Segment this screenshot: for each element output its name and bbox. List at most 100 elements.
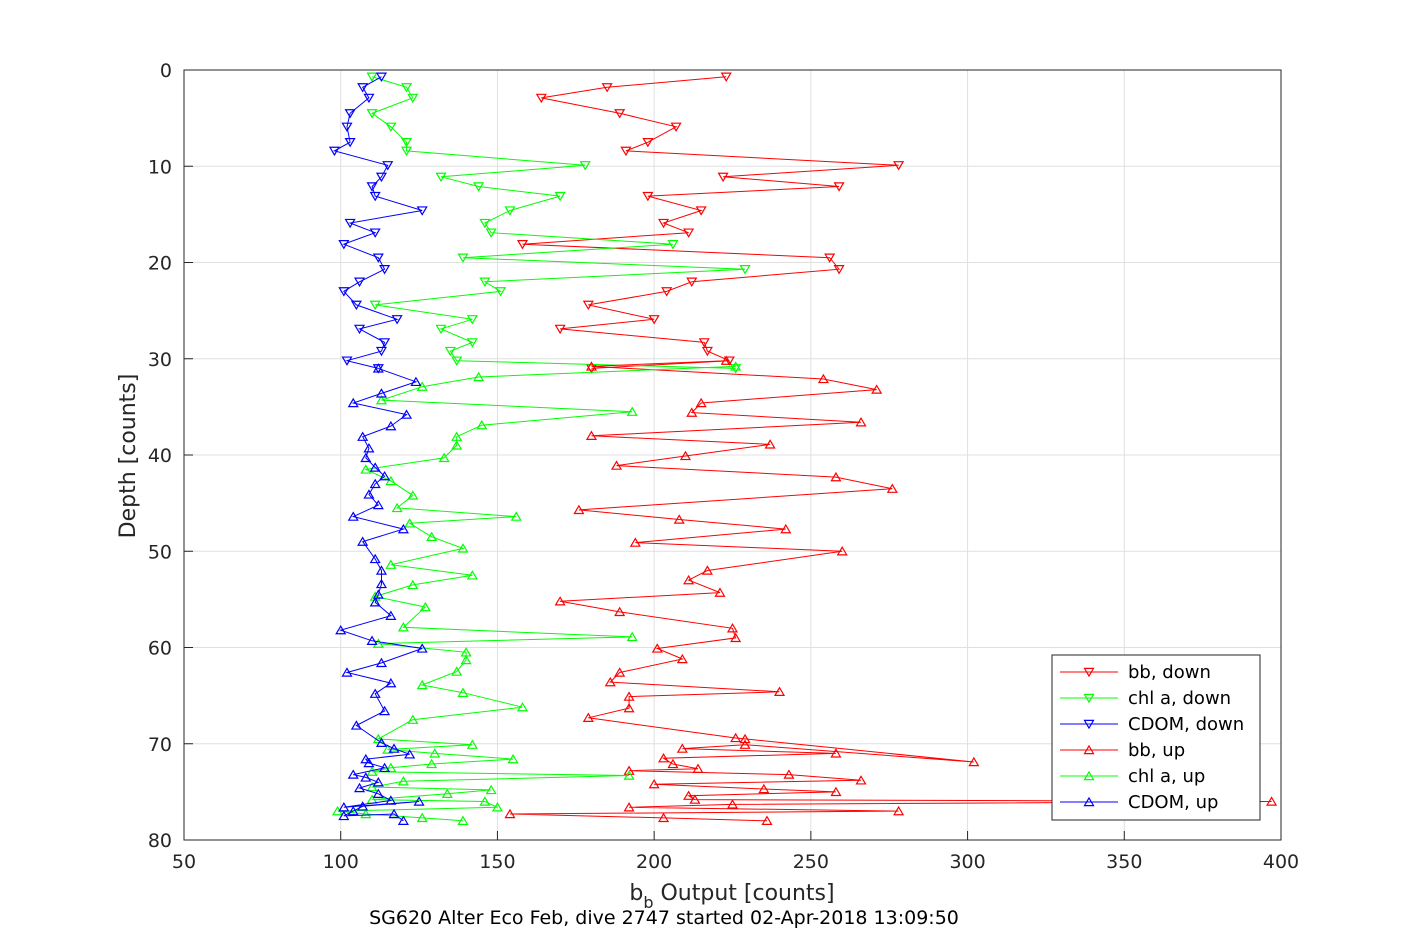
data-point [686, 407, 698, 417]
data-point [601, 83, 613, 93]
data-point [338, 240, 350, 250]
data-point [375, 565, 388, 575]
data-point [479, 796, 491, 806]
data-point [341, 122, 353, 133]
data-point [667, 240, 679, 250]
legend-label: CDOM, up [1128, 792, 1218, 813]
data-point [366, 182, 378, 192]
legend-swatch-marker [1083, 744, 1095, 755]
data-point [375, 737, 388, 747]
data-point [701, 346, 713, 357]
data-point [610, 460, 623, 470]
data-point [623, 765, 635, 775]
data-point [375, 578, 388, 589]
data-point [407, 579, 419, 590]
data-point [379, 470, 391, 481]
y-tick-label: 60 [148, 638, 172, 660]
series-line [522, 76, 899, 369]
legend: bb, down chl a, down CDOM, down bb, up chl a… [1051, 654, 1261, 821]
x-tick-label: 50 [172, 851, 196, 873]
y-tick-label: 20 [148, 253, 172, 275]
data-point [673, 514, 685, 524]
legend-label: bb, down [1128, 662, 1211, 683]
data-point [344, 137, 356, 148]
x-axis-label-rest: Output [counts] [654, 881, 835, 906]
data-point [473, 371, 485, 382]
data-point [679, 450, 692, 461]
data-point [391, 315, 403, 325]
x-axis-label: bb Output [counts] [629, 881, 834, 912]
data-point [667, 758, 679, 769]
data-point [648, 778, 660, 789]
data-point [419, 601, 431, 612]
data-point [683, 790, 695, 800]
data-point [375, 172, 388, 183]
data-point [614, 109, 626, 119]
data-point [391, 502, 403, 513]
data-point [372, 253, 384, 263]
data-point [582, 300, 594, 311]
data-point [726, 799, 739, 809]
legend-label: bb, up [1128, 740, 1185, 761]
data-point [730, 632, 742, 643]
data-point [695, 397, 707, 408]
data-point [476, 419, 488, 430]
data-point [385, 795, 397, 805]
data-point [360, 464, 372, 474]
plot-series [328, 72, 1278, 825]
data-point [485, 228, 497, 238]
chart-caption: SG620 Alter Eco Feb, dive 2747 started 0… [369, 907, 959, 929]
data-point [554, 191, 566, 202]
data-point [830, 786, 842, 797]
data-point [369, 688, 381, 698]
series-line [371, 76, 746, 369]
data-point [397, 523, 409, 534]
data-point [404, 518, 416, 528]
data-point [582, 712, 594, 722]
data-point [657, 812, 670, 823]
data-point [460, 654, 472, 665]
data-point [375, 346, 388, 357]
data-point [435, 172, 447, 183]
data-point [344, 218, 356, 229]
data-point [360, 772, 372, 782]
data-point [457, 687, 469, 697]
data-point [451, 356, 463, 366]
data-point [413, 796, 425, 806]
data-point [360, 753, 372, 764]
data-point [344, 109, 356, 119]
data-point [855, 775, 867, 785]
data-point [479, 218, 491, 229]
data-point [416, 812, 428, 823]
data-point [369, 191, 381, 202]
series-0 [516, 72, 905, 374]
data-point [372, 499, 384, 510]
data-point [338, 802, 350, 812]
x-tick-label: 100 [323, 851, 359, 873]
data-point [871, 384, 883, 394]
data-point [720, 72, 732, 82]
data-point [739, 739, 751, 749]
x-axis-label-main: b [629, 881, 643, 906]
data-point [457, 253, 469, 263]
data-point [366, 72, 378, 82]
data-point [404, 749, 416, 759]
x-tick-label: 200 [636, 851, 672, 873]
data-point [661, 287, 673, 297]
data-point [466, 315, 478, 325]
data-point [893, 161, 905, 171]
data-point [623, 770, 635, 780]
data-point [855, 417, 867, 427]
data-point [604, 676, 616, 687]
data-point [473, 182, 485, 192]
data-point [385, 475, 397, 486]
data-point [457, 815, 469, 825]
data-point [695, 206, 707, 216]
data-point [379, 265, 391, 275]
legend-swatch-marker [1083, 693, 1095, 704]
legend-item: bb, down [1060, 662, 1211, 683]
x-tick-label: 300 [949, 851, 985, 873]
data-point [720, 355, 732, 365]
data-point [585, 361, 598, 371]
data-point [626, 406, 638, 416]
